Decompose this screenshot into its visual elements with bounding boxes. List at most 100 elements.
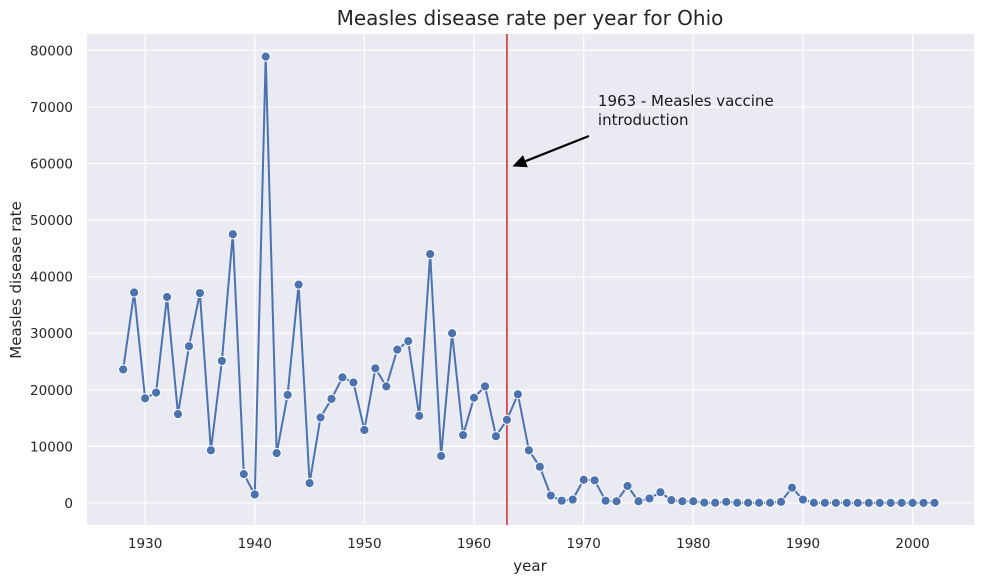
data-point [589,475,600,486]
data-point [688,496,699,507]
data-point [874,497,885,508]
data-point [436,450,447,462]
annotation-text-line-1: 1963 - Measles vaccine [598,92,774,110]
data-point [732,497,743,508]
y-tick-label: 50000 [30,213,73,229]
data-point [348,377,359,388]
data-point [271,448,282,459]
data-point [468,392,480,403]
data-point [392,344,403,355]
y-tick-labels: 0 10000 20000 30000 40000 50000 60000 70000 8000… [30,43,73,512]
y-axis-label: Measles disease rate [7,201,25,358]
vaccine-annotation: 1963 - Measles vaccine introduction [512,92,774,168]
data-point [819,497,830,508]
data-point [129,287,140,298]
data-point [381,381,392,392]
data-point [118,364,129,375]
data-point [414,410,425,421]
annotation-arrow-head [512,155,528,168]
data-point [622,480,633,492]
y-tick-label: 20000 [30,383,73,399]
data-point [227,229,238,240]
data-point [370,363,381,374]
data-point [578,474,589,485]
data-point [633,496,644,507]
data-point [282,389,293,400]
data-point [315,412,326,423]
y-tick-label: 10000 [30,439,73,455]
data-point [611,496,622,507]
x-tick-label: 1970 [566,536,600,552]
data-point [490,431,502,442]
x-tick-label: 1980 [676,536,710,552]
data-point [425,248,436,260]
x-tick-labels: 1930 1940 1950 1960 1970 1980 1990 2000 [128,536,930,552]
x-tick-label: 2000 [895,536,929,552]
data-point [896,497,907,508]
data-points [118,51,940,508]
data-point [710,497,721,508]
data-point [885,497,896,508]
x-tick-label: 1930 [128,536,162,552]
data-point [841,497,852,508]
annotation-arrow [525,134,590,163]
data-point [754,497,765,508]
data-point [567,494,578,505]
data-point [655,487,666,498]
data-point [501,414,513,425]
data-point [172,409,184,420]
data-point [150,387,162,398]
data-point [403,336,414,347]
x-tick-label: 1950 [347,536,381,552]
chart-title: Measles disease rate per year for Ohio [337,6,724,30]
data-point [775,496,787,507]
x-tick-label: 1990 [786,536,820,552]
data-point [786,482,798,493]
data-point [666,495,677,506]
data-point [249,489,260,500]
data-point [293,279,304,290]
data-point [929,497,940,508]
x-axis-label: year [513,557,547,575]
data-point [194,287,206,299]
data-point [359,424,370,436]
data-point [830,497,841,508]
data-point [677,496,688,507]
data-point [852,497,863,508]
data-point [556,495,567,506]
y-tick-label: 0 [64,496,73,512]
data-point [238,468,249,480]
data-point [918,497,929,508]
data-point [743,497,754,508]
data-point [140,393,151,404]
data-point [797,494,809,505]
x-tick-label: 1960 [457,536,491,552]
data-point [337,372,348,383]
data-point [447,328,458,339]
data-point [216,355,227,367]
data-point [512,389,523,400]
y-tick-label: 40000 [30,270,73,286]
data-point [260,51,271,62]
data-point [326,393,337,404]
data-point [764,497,776,508]
y-tick-label: 60000 [30,157,73,173]
data-point [183,341,195,352]
data-point [808,497,820,508]
data-point [863,497,874,508]
data-point [304,478,315,489]
data-point [545,490,556,501]
data-point [205,445,216,456]
data-point [161,291,173,303]
data-point [644,493,655,504]
data-point [721,496,732,507]
data-point [457,429,469,441]
data-point [600,495,611,506]
y-tick-label: 80000 [30,43,73,59]
data-point [699,497,710,508]
y-tick-label: 30000 [30,326,73,342]
data-point [479,381,491,392]
annotation-text-line-2: introduction [598,111,689,129]
y-tick-label: 70000 [30,100,73,116]
